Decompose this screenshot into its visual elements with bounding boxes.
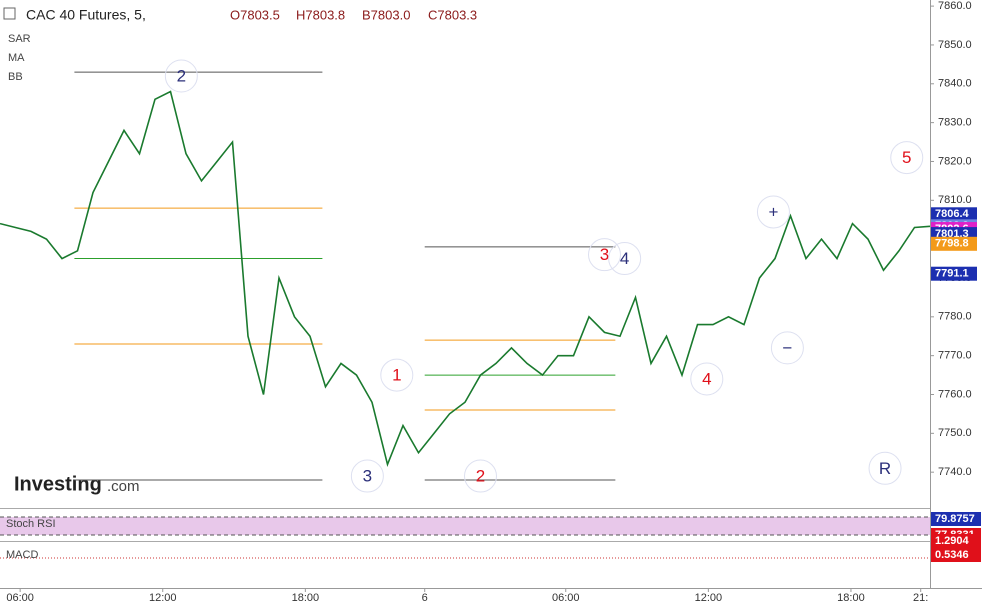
price-tag [931, 266, 977, 281]
y-tick-label: 7850.0 [938, 39, 972, 51]
wave-label: 2 [476, 467, 485, 486]
y-tick-label: 7840.0 [938, 78, 972, 90]
wave-circle [756, 195, 790, 229]
macd_values-tag-label: 0.5346 [935, 549, 969, 561]
stoch-band [0, 517, 930, 535]
wave-circle [464, 459, 497, 493]
y-tick-label: 7750.0 [938, 427, 972, 439]
ohlc-value: C7803.3 [428, 7, 477, 22]
wave-circle [608, 242, 642, 276]
price-tag-label: 7798.8 [935, 238, 969, 250]
stoch_values-tag [931, 512, 981, 526]
wave-label: 1 [392, 366, 401, 385]
chart-title: CAC 40 Futures, 5, [26, 7, 146, 23]
stoch-label: Stoch RSI [6, 518, 56, 530]
wave-circle [380, 358, 414, 392]
macd_values-tag [931, 548, 981, 562]
price-line [0, 90, 931, 468]
wave-circle [690, 362, 724, 396]
x-tick-label: 18:00 [292, 592, 320, 604]
ohlc-value: B7803.0 [362, 7, 410, 22]
y-tick-label: 7830.0 [938, 117, 972, 129]
wave-circle [770, 331, 804, 365]
wave-label: 4 [620, 249, 629, 268]
y-tick-label: 7820.0 [938, 155, 972, 167]
wave-label: 2 [177, 67, 186, 86]
macd_values-tag-label: 1.2904 [935, 535, 970, 547]
wave-circle [588, 238, 621, 272]
y-tick-label: 7740.0 [938, 466, 972, 478]
indicator-label: MA [8, 52, 25, 64]
price-tag [931, 236, 977, 251]
price-tag [931, 207, 977, 222]
wave-label: 5 [902, 148, 911, 167]
x-tick-label: 06:00 [6, 592, 34, 604]
stoch_values-tag-label: 79.8757 [935, 513, 975, 525]
wave-circle [164, 59, 198, 93]
wave-label: − [782, 338, 792, 357]
logo-suffix: .com [107, 478, 140, 495]
x-tick-label: 21: [913, 592, 928, 604]
x-tick-label: 12:00 [695, 592, 723, 604]
wave-label: + [768, 202, 778, 221]
ohlc-value: O7803.5 [230, 7, 280, 22]
wave-circle [868, 451, 902, 485]
price-tag-label: 7806.4 [935, 208, 970, 220]
x-tick-label: 6 [422, 592, 428, 604]
wave-label: 3 [363, 467, 372, 486]
collapse-icon[interactable] [3, 7, 16, 20]
y-tick-label: 7810.0 [938, 194, 972, 206]
wave-label: 3 [600, 245, 609, 264]
y-tick-label: 7860.0 [938, 0, 972, 12]
indicator-label: SAR [8, 33, 31, 45]
indicator-label: BB [8, 71, 23, 83]
y-tick-label: 7770.0 [938, 350, 972, 362]
price-tag-label: 7791.1 [935, 268, 969, 280]
wave-circle [890, 141, 924, 175]
wave-label: 4 [702, 369, 711, 388]
ohlc-value: H7803.8 [296, 7, 345, 22]
macd-label: MACD [6, 549, 38, 561]
x-tick-label: 18:00 [837, 592, 865, 604]
logo: Investing [14, 473, 102, 495]
x-tick-label: 12:00 [149, 592, 177, 604]
x-tick-label: 06:00 [552, 592, 580, 604]
y-tick-label: 7760.0 [938, 388, 972, 400]
macd_values-tag [931, 534, 981, 548]
wave-circle [350, 459, 384, 493]
wave-label: R [879, 459, 891, 478]
y-tick-label: 7780.0 [938, 311, 972, 323]
